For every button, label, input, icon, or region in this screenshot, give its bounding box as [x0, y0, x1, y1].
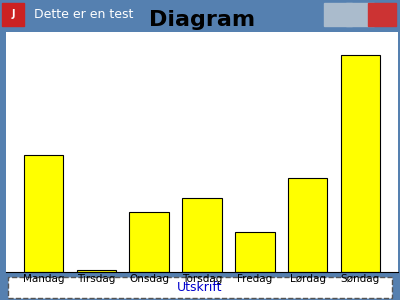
- FancyBboxPatch shape: [8, 277, 392, 298]
- Title: Diagram: Diagram: [149, 10, 255, 30]
- Bar: [2, 3, 24, 26]
- Bar: [235, 232, 274, 272]
- Bar: [130, 212, 169, 272]
- Text: Utskrift: Utskrift: [177, 281, 223, 294]
- Bar: [346, 3, 374, 26]
- Bar: [368, 3, 396, 26]
- Bar: [340, 55, 380, 272]
- Text: Dette er en test: Dette er en test: [34, 8, 133, 21]
- Text: J: J: [11, 9, 15, 19]
- Bar: [288, 178, 327, 272]
- Bar: [182, 198, 222, 272]
- Bar: [24, 155, 64, 272]
- Bar: [324, 3, 352, 26]
- Bar: [77, 270, 116, 272]
